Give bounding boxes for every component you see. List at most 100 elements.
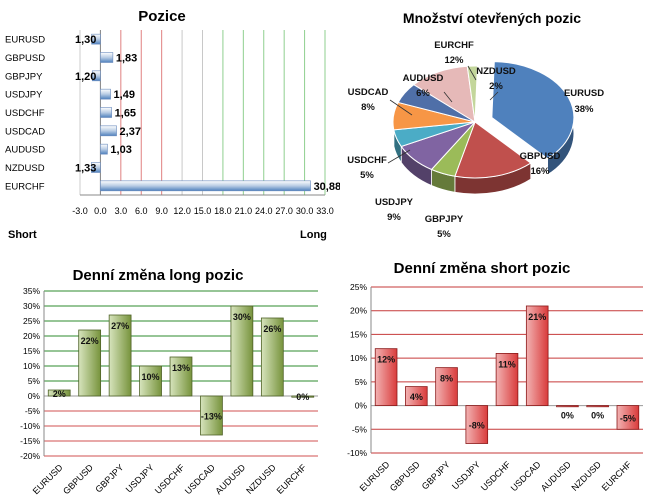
- slice-name-label: USDCHF: [347, 155, 387, 166]
- slice-value-label: 38%: [574, 104, 594, 115]
- category-label: EURCHF: [275, 462, 309, 496]
- bar: [556, 405, 579, 408]
- category-label: GBPJPY: [420, 459, 452, 491]
- bar: [169, 356, 193, 397]
- x-tick-label: 18.0: [214, 206, 232, 216]
- category-label: GBPJPY: [93, 462, 125, 494]
- category-label: USDCHF: [479, 459, 513, 493]
- value-label: 1,65: [115, 108, 136, 120]
- x-tick-label: 24.0: [255, 206, 273, 216]
- category-label: USDCHF: [5, 108, 45, 119]
- leader-line: [467, 65, 477, 81]
- bar: [374, 348, 398, 406]
- y-tick-label: 30%: [23, 301, 40, 311]
- slice-name-label: EURUSD: [564, 88, 604, 99]
- long-change-chart-svg: Denní změna long pozic 35% 30% 25% 20% 15% 10…: [20, 267, 318, 496]
- category-label: EURUSD: [31, 462, 65, 496]
- leader-line: [389, 99, 413, 116]
- category-label: GBPUSD: [388, 459, 422, 493]
- y-tick-label: -10%: [20, 421, 40, 431]
- slice-name-label: USDJPY: [375, 197, 414, 208]
- slice-name-label: NZDUSD: [476, 66, 516, 77]
- category-label: EURUSD: [5, 35, 45, 46]
- value-label: 0%: [296, 392, 309, 402]
- slice-value-label: 16%: [530, 166, 550, 177]
- category-label: AUDUSD: [213, 462, 247, 496]
- bar: [78, 329, 102, 397]
- bar: [47, 389, 71, 397]
- y-tick-label: 10%: [23, 361, 40, 371]
- chart-title: Denní změna long pozic: [73, 267, 244, 284]
- value-label: 4%: [410, 392, 423, 402]
- category-label: EURUSD: [358, 459, 392, 493]
- bar: [91, 162, 101, 173]
- slice-name-label: EURCHF: [434, 40, 474, 51]
- leader-line: [443, 91, 453, 103]
- value-label: 0%: [591, 411, 604, 421]
- category-label: GBPUSD: [5, 53, 45, 64]
- x-tick-label: -3.0: [72, 206, 88, 216]
- value-label: 8%: [440, 374, 453, 384]
- open-positions-pie-svg: Množství otevřených pozic EURUSD 38% GBPUS…: [347, 10, 604, 240]
- bar: [91, 70, 101, 82]
- y-tick-label: 15%: [23, 346, 40, 356]
- y-tick-label: 15%: [350, 329, 367, 339]
- value-label: 30,88: [314, 181, 340, 193]
- long-change-chart: Denní změna long pozic 35% 30% 25% 20% 15% 10…: [0, 255, 325, 499]
- leader-line: [387, 149, 411, 164]
- category-label: USDCAD: [509, 459, 543, 493]
- x-tick-label: 15.0: [194, 206, 212, 216]
- y-tick-label: 0%: [28, 391, 41, 401]
- y-tick-label: 25%: [350, 282, 367, 292]
- positions-chart-svg: Pozice -3.0 0.0 3.0 6.0 9.0 12.0 15.0 18.0 21.0 2…: [5, 8, 341, 241]
- bar: [100, 125, 117, 137]
- slice-value-label: 5%: [437, 229, 451, 240]
- slice-value-label: 12%: [444, 55, 464, 66]
- category-label: GBPJPY: [5, 71, 43, 82]
- bar: [230, 305, 254, 397]
- value-label: 30%: [233, 312, 251, 322]
- y-tick-label: -15%: [20, 436, 40, 446]
- category-label: USDCHF: [153, 462, 187, 496]
- category-label: USDCAD: [5, 126, 45, 137]
- category-label: EURCHF: [600, 459, 634, 493]
- slice-name-label: AUDUSD: [403, 73, 444, 84]
- category-label: NZDUSD: [569, 459, 603, 493]
- x-tick-label: 9.0: [155, 206, 168, 216]
- value-label: 2,37: [120, 126, 141, 138]
- bar: [100, 88, 111, 100]
- pie-slice: [413, 65, 476, 123]
- x-tick-label: 30.0: [296, 206, 314, 216]
- category-label: USDCAD: [183, 462, 217, 496]
- bar: [435, 367, 458, 406]
- chart-title: Denní změna short pozic: [394, 260, 571, 277]
- slice-value-label: 8%: [361, 102, 375, 113]
- y-tick-label: 5%: [28, 376, 41, 386]
- bar: [525, 305, 549, 406]
- value-label: 27%: [111, 321, 129, 331]
- pie-slice: [466, 65, 478, 123]
- bar: [200, 395, 223, 436]
- value-label: 2%: [53, 389, 66, 399]
- slice-value-label: 5%: [360, 170, 374, 181]
- short-label: Short: [8, 229, 37, 241]
- short-change-chart-svg: Denní změna short pozic 25% 20% 15% 10% 5% 0%…: [347, 260, 643, 493]
- bar: [586, 405, 609, 408]
- short-change-chart: Denní změna short pozic 25% 20% 15% 10% 5% 0%…: [325, 255, 650, 499]
- value-label: 22%: [81, 336, 99, 346]
- y-tick-label: 25%: [23, 316, 40, 326]
- y-tick-label: 0%: [355, 401, 368, 411]
- bar: [260, 317, 284, 397]
- x-tick-label: 0.0: [94, 206, 107, 216]
- y-tick-label: 20%: [350, 306, 367, 316]
- slice-name-label: USDCAD: [348, 87, 389, 98]
- value-label: 1,20: [75, 71, 96, 83]
- bar: [91, 33, 101, 45]
- bar: [405, 386, 428, 406]
- chart-title: Množství otevřených pozic: [403, 10, 581, 26]
- category-label: AUDUSD: [539, 459, 573, 493]
- x-tick-label: 27.0: [275, 206, 293, 216]
- bar: [291, 395, 315, 398]
- value-label: 13%: [172, 363, 190, 373]
- value-label: 26%: [263, 324, 281, 334]
